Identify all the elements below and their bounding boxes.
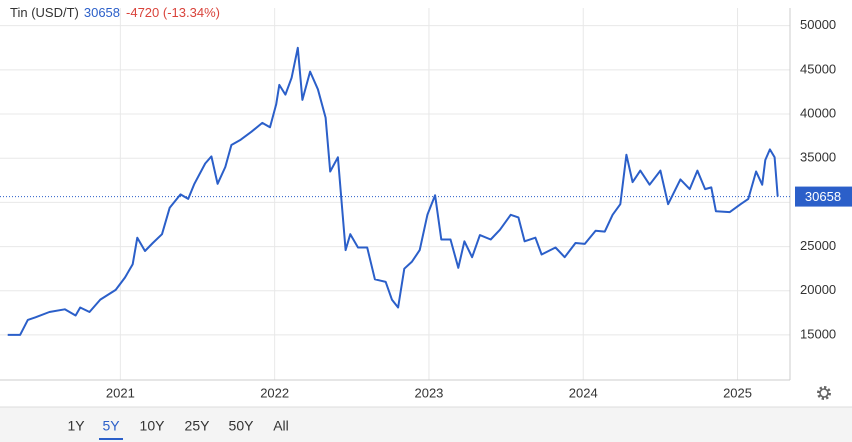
- range-button[interactable]: 1Y: [67, 418, 85, 434]
- settings-icon[interactable]: [817, 386, 831, 400]
- instrument-name: Tin (USD/T): [10, 5, 79, 20]
- y-tick-label: 15000: [800, 326, 836, 341]
- y-tick-label: 20000: [800, 282, 836, 297]
- range-button[interactable]: 10Y: [140, 418, 166, 434]
- price-change: -4720 (-13.34%): [126, 5, 220, 20]
- x-tick-label: 2021: [106, 385, 135, 400]
- range-button[interactable]: 50Y: [229, 418, 255, 434]
- last-price-label: 30658: [805, 189, 841, 204]
- range-button[interactable]: 25Y: [185, 418, 211, 434]
- x-tick-label: 2022: [260, 385, 289, 400]
- range-button[interactable]: All: [273, 418, 289, 434]
- y-tick-label: 45000: [800, 61, 836, 76]
- x-tick-label: 2023: [414, 385, 443, 400]
- last-price-box: [795, 186, 852, 207]
- x-tick-label: 2024: [569, 385, 598, 400]
- range-selected-underline: [99, 438, 123, 440]
- header: Tin (USD/T) 30658 -4720 (-13.34%): [10, 5, 220, 20]
- y-tick-label: 50000: [800, 17, 836, 32]
- price-line: [7, 46, 779, 336]
- range-button[interactable]: 5Y: [102, 418, 120, 434]
- last-price: 30658: [84, 5, 120, 20]
- x-tick-label: 2025: [723, 385, 752, 400]
- y-tick-label: 40000: [800, 105, 836, 120]
- range-bar: [0, 407, 852, 442]
- y-tick-label: 35000: [800, 150, 836, 165]
- y-tick-label: 25000: [800, 238, 836, 253]
